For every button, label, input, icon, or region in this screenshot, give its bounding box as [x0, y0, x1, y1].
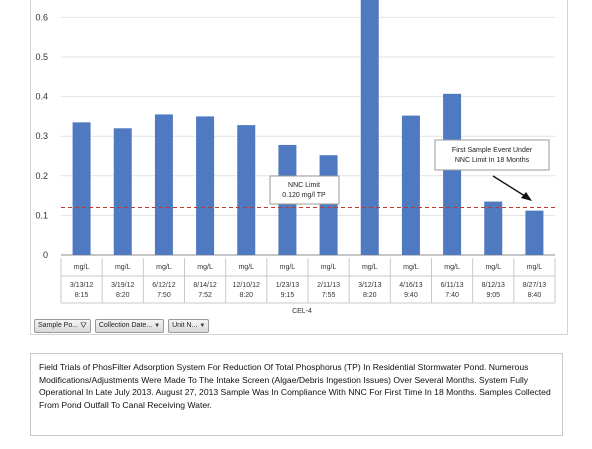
bar	[443, 93, 462, 255]
y-tick-labels: 0 0.1 0.2 0.3 0.4 0.5 0.6	[35, 12, 48, 260]
collection-date-label: Collection Date...	[98, 322, 153, 329]
collection-date-field-button[interactable]: Collection Date... ▼	[94, 319, 165, 333]
x-unit-label: mg/L	[321, 264, 337, 271]
x-time-label: 9:05	[486, 292, 500, 299]
annotations: NNC Limit 0.120 mg/l TP First Sample Event…	[269, 139, 550, 205]
x-date-label: 12/10/12	[233, 282, 260, 289]
x-date-label: 8/27/13	[523, 282, 546, 289]
bar	[484, 201, 503, 255]
x-date-label: 3/13/12	[70, 282, 93, 289]
x-unit-label: mg/L	[197, 264, 213, 271]
x-time-label: 8:15	[75, 292, 89, 299]
first-sample-callout	[434, 139, 550, 171]
arrow-line	[492, 175, 529, 199]
pivot-field-buttons: Sample Po... ⛛ Collection Date... ▼ Unit…	[34, 319, 210, 333]
x-unit-label: mg/L	[527, 264, 543, 271]
bar	[154, 114, 173, 255]
y-tick-label: 0.2	[35, 171, 48, 181]
nnc-limit-text: NNC Limit	[288, 182, 320, 189]
dropdown-arrow-icon[interactable]: ▼	[154, 323, 161, 329]
x-time-label: 8:40	[528, 292, 542, 299]
x-unit-label: mg/L	[444, 264, 460, 271]
nnc-limit-text: 0.120 mg/l TP	[282, 192, 326, 199]
x-time-label: 8:20	[239, 292, 253, 299]
x-date-label: 1/23/13	[276, 282, 299, 289]
x-unit-label: mg/L	[74, 264, 90, 271]
x-unit-label: mg/L	[238, 264, 254, 271]
y-tick-label: 0.3	[35, 131, 48, 141]
first-sample-text: First Sample Event Under	[452, 147, 533, 154]
y-tick-label: 0.4	[35, 92, 48, 102]
series-label: CEL-4	[292, 308, 312, 315]
bar	[237, 125, 256, 255]
sample-point-field-button[interactable]: Sample Po... ⛛	[34, 319, 91, 333]
bar	[113, 128, 132, 255]
x-unit-label: mg/L	[156, 264, 172, 271]
x-date-label: 3/19/12	[111, 282, 134, 289]
sample-point-label: Sample Po...	[38, 322, 79, 329]
x-date-label: 6/11/13	[441, 282, 464, 289]
x-date-label: 8/14/12	[193, 282, 216, 289]
dropdown-arrow-icon[interactable]: ▼	[199, 323, 206, 329]
x-axis-table: mg/L 3/13/12 8:15 mg/L 3/19/12 8:20 mg/L 6/12/1…	[60, 258, 556, 315]
bar	[525, 210, 544, 255]
bar	[72, 122, 91, 255]
x-time-label: 7:50	[157, 292, 171, 299]
x-unit-label: mg/L	[115, 264, 131, 271]
bar	[360, 0, 379, 255]
x-date-label: 4/16/13	[399, 282, 422, 289]
x-unit-label: mg/L	[362, 264, 378, 271]
figure-caption: Field Trials of PhosFilter Adsorption Sy…	[30, 353, 563, 436]
x-unit-label: mg/L	[403, 264, 419, 271]
bars	[72, 0, 544, 256]
x-time-label: 9:40	[404, 292, 418, 299]
x-time-label: 8:20	[116, 292, 130, 299]
first-sample-text: NNC Limit In 18 Months	[455, 157, 530, 164]
nnc-limit-callout	[269, 175, 340, 205]
unit-field-button[interactable]: Unit N... ▼	[168, 319, 210, 333]
bar-chart: 0 0.1 0.2 0.3 0.4 0.5 0.6 mg/L 3/13/12 8:15 mg/L 3…	[35, 0, 556, 315]
x-unit-label: mg/L	[485, 264, 501, 271]
x-time-label: 7:52	[198, 292, 212, 299]
y-tick-label: 0	[43, 250, 48, 260]
bar	[196, 116, 215, 256]
filter-icon[interactable]: ⛛	[80, 321, 87, 330]
x-date-label: 2/11/13	[317, 282, 340, 289]
x-date-label: 8/12/13	[482, 282, 505, 289]
arrow-head	[521, 192, 532, 201]
x-unit-label: mg/L	[280, 264, 296, 271]
y-tick-label: 0.6	[35, 12, 48, 22]
y-gridlines	[61, 16, 555, 256]
x-time-label: 7:55	[322, 292, 336, 299]
x-time-label: 8:20	[363, 292, 377, 299]
x-date-label: 6/12/12	[152, 282, 175, 289]
bar	[319, 155, 338, 255]
x-time-label: 7:40	[445, 292, 459, 299]
y-tick-label: 0.1	[35, 210, 48, 220]
x-time-label: 9:15	[281, 292, 295, 299]
y-tick-label: 0.5	[35, 52, 48, 62]
unit-label: Unit N...	[172, 322, 198, 329]
x-date-label: 3/12/13	[358, 282, 381, 289]
bar	[401, 115, 420, 255]
